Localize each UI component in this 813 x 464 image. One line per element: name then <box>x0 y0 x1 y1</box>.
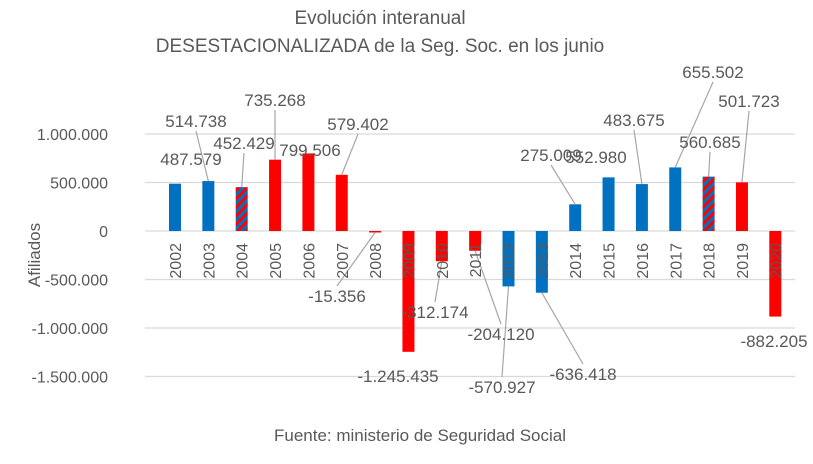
x-tick-label: 2019 <box>735 243 752 279</box>
data-label: 501.723 <box>718 92 779 111</box>
x-tick-label: 2014 <box>568 243 585 279</box>
leader-line <box>474 250 502 325</box>
data-label: 552.980 <box>565 148 626 167</box>
leader-line <box>501 286 510 378</box>
data-label: 275.009 <box>520 146 581 165</box>
x-tick-label: 2015 <box>602 243 619 279</box>
data-label: 487.579 <box>160 150 221 169</box>
bar-2016 <box>635 184 648 231</box>
bar-2007 <box>335 174 348 231</box>
data-label: 560.685 <box>679 133 740 152</box>
bar-2019 <box>735 182 748 231</box>
leader-line <box>541 292 584 365</box>
y-axis-label: Afiliados <box>25 223 44 287</box>
y-tick-label: -1.000.000 <box>31 321 108 338</box>
chart-subtitle: DESESTACIONALIZADA de la Seg. Soc. en lo… <box>156 36 604 57</box>
chart-title: Evolución interanual <box>294 8 465 29</box>
leader-line <box>241 152 245 188</box>
x-tick-label: 2017 <box>668 243 685 279</box>
bar-2015 <box>602 177 615 231</box>
bar-2004 <box>235 187 248 231</box>
x-tick-label: 2003 <box>201 243 218 279</box>
x-tick-label: 2004 <box>235 243 252 279</box>
bar-2008 <box>369 231 382 233</box>
data-label: 579.402 <box>327 115 388 134</box>
bar-2020 <box>769 231 782 317</box>
source-note: Fuente: ministerio de Seguridad Social <box>274 426 566 445</box>
leader-line <box>195 130 209 182</box>
bar-2006 <box>302 153 315 231</box>
bar-2018 <box>702 176 715 231</box>
leader-line <box>434 261 443 303</box>
bar-2014 <box>569 204 582 231</box>
bar-2013 <box>535 231 548 293</box>
bar-2003 <box>202 181 215 231</box>
bar-2017 <box>669 167 682 231</box>
data-label: 514.738 <box>165 112 226 131</box>
bar-2012 <box>502 231 515 287</box>
x-tick-label: 2020 <box>768 243 785 279</box>
data-label: -570.927 <box>468 378 535 397</box>
data-label: 655.502 <box>682 63 743 82</box>
data-label: 735.268 <box>244 91 305 110</box>
y-tick-label: 1.000.000 <box>37 127 108 144</box>
data-label: -882.205 <box>740 332 807 351</box>
x-tick-label: 2016 <box>635 243 652 279</box>
leader-line <box>708 151 711 177</box>
x-tick-label: 2007 <box>335 243 352 279</box>
y-tick-label: -500.000 <box>45 273 108 290</box>
y-tick-label: 500.000 <box>50 176 108 193</box>
x-tick-label: 2018 <box>702 243 719 279</box>
y-tick-label: -1.500.000 <box>31 370 108 387</box>
leader-line <box>341 133 359 176</box>
bar-2009 <box>402 231 415 352</box>
x-tick-label: 2006 <box>301 243 318 279</box>
leader-line <box>550 164 576 205</box>
x-tick-label: 2010 <box>435 243 452 279</box>
y-tick-label: 0 <box>99 224 108 241</box>
leader-line <box>336 232 376 287</box>
bar-2010 <box>435 231 448 262</box>
leader-line <box>633 129 643 185</box>
bar-2011 <box>469 231 482 251</box>
x-tick-label: 2005 <box>268 243 285 279</box>
bar-2005 <box>269 159 282 231</box>
leader-line <box>741 110 750 183</box>
data-label: -204.120 <box>467 325 534 344</box>
data-label: -312.174 <box>401 303 468 322</box>
data-label: 799.506 <box>279 141 340 160</box>
data-label: -1.245.435 <box>357 367 438 386</box>
data-label: 452.429 <box>213 134 274 153</box>
bar-2002 <box>169 183 181 231</box>
x-tick-label: 2013 <box>535 243 552 279</box>
data-label: -15.356 <box>308 287 366 306</box>
leader-line <box>674 81 714 168</box>
x-tick-label: 2012 <box>502 243 519 279</box>
x-tick-label: 2009 <box>401 243 418 279</box>
x-tick-label: 2011 <box>468 243 485 278</box>
x-tick-label: 2002 <box>168 243 185 279</box>
data-label: 483.675 <box>603 111 664 130</box>
x-tick-label: 2008 <box>368 243 385 279</box>
data-label: -636.418 <box>549 365 616 384</box>
